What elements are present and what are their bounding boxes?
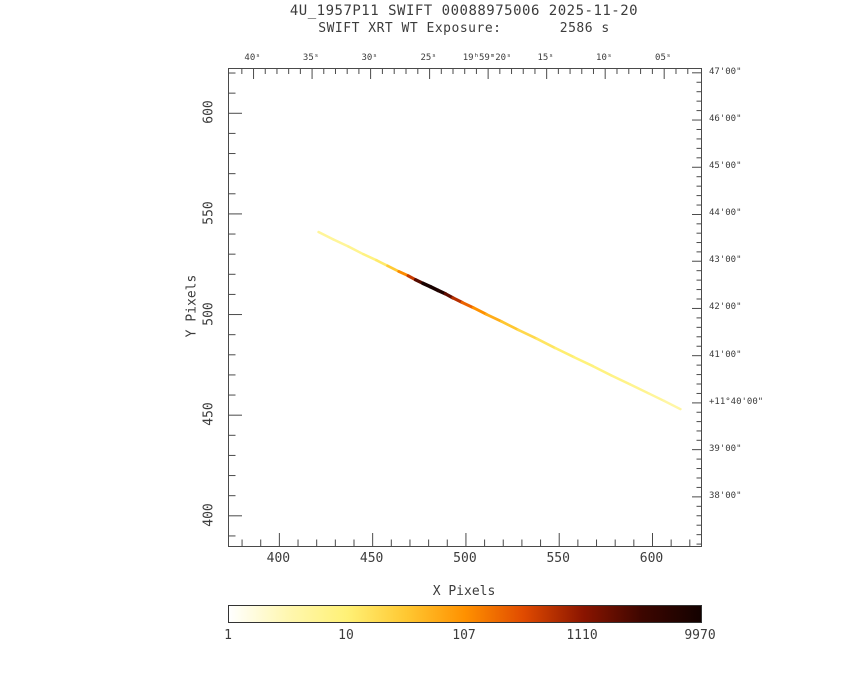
plot-title: 4U_1957P11 SWIFT 00088975006 2025-11-20 xyxy=(289,3,639,19)
y-tick-label: 500 xyxy=(201,301,217,326)
streak-segment xyxy=(647,392,665,402)
y-axis-title: Y Pixels xyxy=(184,274,200,338)
y-tick-label: 450 xyxy=(201,402,217,426)
dec-tick-label: 38'00" xyxy=(709,490,742,501)
ra-tick-label: 10ˢ xyxy=(596,53,613,63)
plot-area xyxy=(228,68,702,547)
colorbar xyxy=(228,605,702,623)
dec-tick-label: 39'00" xyxy=(709,443,742,454)
dec-tick-label: 45'00" xyxy=(709,161,742,172)
x-tick-label: 400 xyxy=(266,551,291,566)
streak-segment xyxy=(317,230,335,241)
streak-segment xyxy=(610,374,632,386)
ra-tick-label: 35ˢ xyxy=(302,53,320,63)
x-tick-label: 450 xyxy=(359,551,384,566)
ra-tick-label: 19ʰ59ᵐ20ˢ xyxy=(462,53,512,63)
streak-segment xyxy=(572,355,595,368)
streak-segment xyxy=(516,328,539,341)
streak-segment xyxy=(591,364,613,377)
x-tick-label: 550 xyxy=(546,551,570,566)
streak-segment xyxy=(451,296,464,305)
streak-segment xyxy=(397,270,410,278)
streak-segment xyxy=(628,383,650,395)
streak-segment xyxy=(460,300,475,310)
colorbar-tick-label: 107 xyxy=(452,628,476,643)
plot-subtitle: SWIFT XRT WT Exposure: 2586 s xyxy=(318,21,610,36)
streak-segment xyxy=(375,258,389,268)
streak-segment xyxy=(332,238,350,248)
streak-segment xyxy=(485,312,503,323)
dec-tick-label: 42'00" xyxy=(709,302,742,313)
colorbar-tick-label: 1 xyxy=(224,628,232,643)
x-tick-label: 600 xyxy=(639,551,664,566)
colorbar-tick-label: 9970 xyxy=(684,628,716,643)
streak-segment xyxy=(554,346,576,359)
streak-segment xyxy=(347,245,365,256)
y-tick-label: 400 xyxy=(201,503,217,527)
y-tick-label: 550 xyxy=(201,201,217,225)
dec-tick-label: 46'00" xyxy=(709,114,742,125)
streak-segment xyxy=(535,337,557,350)
streak-segment xyxy=(662,399,682,411)
dec-tick-label: 47'00" xyxy=(709,66,742,77)
ra-tick-label: 05ˢ xyxy=(655,53,672,63)
ra-tick-label: 30ˢ xyxy=(361,53,378,63)
dec-tick-label: 44'00" xyxy=(709,208,742,219)
streak-segment xyxy=(386,264,401,273)
dec-tick-label: 43'00" xyxy=(709,255,742,266)
ra-tick-label: 25ˢ xyxy=(420,53,437,63)
streak-segment xyxy=(471,306,488,316)
colorbar-tick-label: 1110 xyxy=(566,628,598,643)
sky-image-canvas xyxy=(229,69,701,546)
x-tick-label: 500 xyxy=(453,551,477,566)
dec-tick-label: +11°40'00" xyxy=(709,396,764,407)
x-axis-title: X Pixels xyxy=(432,584,496,599)
ra-tick-label: 15ˢ xyxy=(537,53,554,63)
streak-segment xyxy=(500,320,520,332)
y-tick-label: 600 xyxy=(201,100,217,125)
streak-segment xyxy=(362,252,378,262)
dec-tick-label: 41'00" xyxy=(709,349,742,360)
ra-tick-label: 40ˢ xyxy=(244,53,261,63)
colorbar-tick-label: 10 xyxy=(338,628,354,643)
